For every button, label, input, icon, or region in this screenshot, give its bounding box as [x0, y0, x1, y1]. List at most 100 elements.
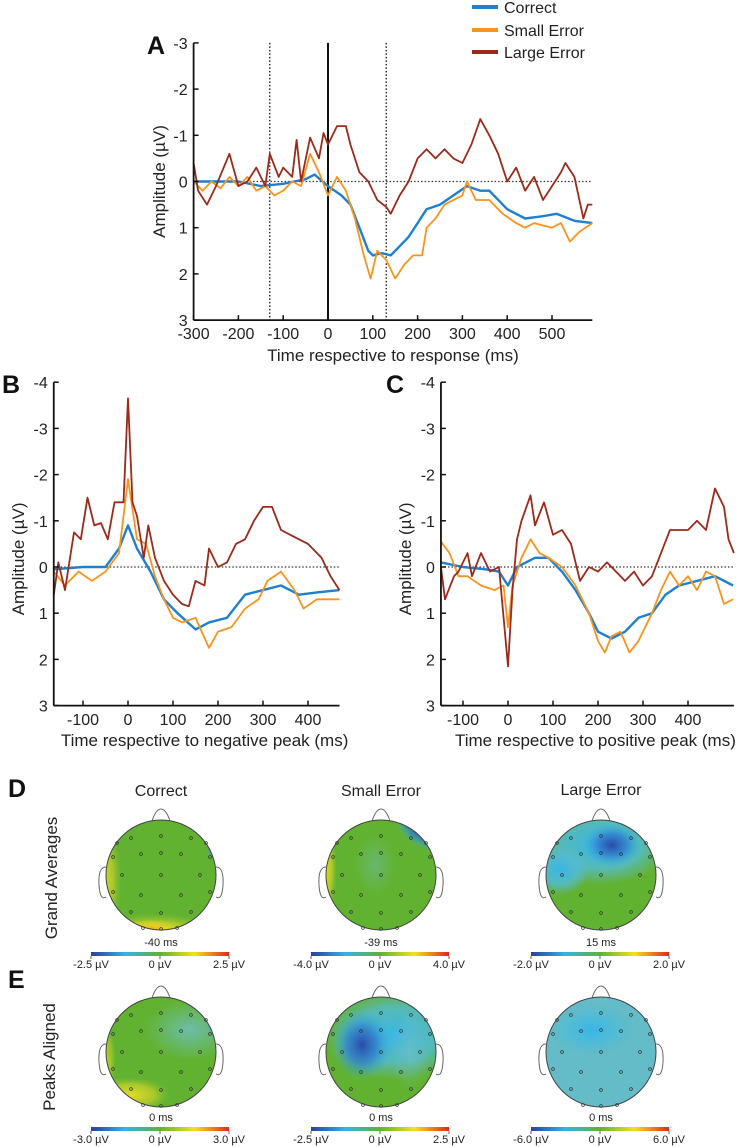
head-e-large-error — [538, 985, 664, 1108]
y-tick-label-a: -1 — [173, 128, 187, 145]
head-outline — [325, 996, 437, 1108]
electrode-marker — [418, 1050, 422, 1054]
legend-label-small-error: Small Error — [504, 23, 585, 40]
electrode-marker — [349, 1087, 353, 1091]
electrode-marker — [379, 851, 383, 855]
colorbar-label-e-small-error: -2.5 µV — [293, 1134, 329, 1146]
electrode-marker — [189, 1087, 193, 1091]
electrode-marker — [204, 1018, 208, 1022]
ear-left-icon — [318, 1043, 327, 1076]
electrode-marker — [208, 1067, 212, 1071]
electrode-marker — [159, 1050, 163, 1054]
ear-left-icon — [98, 866, 107, 899]
electrode-marker — [120, 873, 124, 877]
legend-label-large-error: Large Error — [504, 45, 586, 62]
electrode-marker — [555, 1018, 559, 1022]
electrode-marker — [189, 1013, 193, 1017]
electrode-marker — [139, 893, 143, 897]
electrode-marker — [555, 841, 559, 845]
electrode-marker — [340, 873, 344, 877]
electrode-marker — [638, 873, 642, 877]
y-tick-label-c: -1 — [421, 514, 435, 531]
time-label-e-small-error: 0 ms — [369, 1112, 393, 1124]
series-line-c-large-error — [440, 487, 735, 668]
x-tick-label-a: 200 — [404, 326, 431, 343]
electrode-marker — [159, 927, 163, 931]
x-tick-label-c: 200 — [585, 712, 612, 729]
x-tick-label-b: 300 — [250, 712, 277, 729]
series-line-c-small-error — [440, 538, 734, 654]
electrode-marker — [159, 1104, 163, 1108]
x-tick-label-c: 400 — [675, 712, 702, 729]
colorbar-label-d-correct: 0 µV — [149, 959, 173, 971]
electrode-marker — [335, 1018, 339, 1022]
electrode-marker — [579, 1029, 583, 1033]
electrode-marker — [551, 890, 555, 894]
colorbar-d-small-error — [311, 952, 449, 956]
head-d-correct — [98, 808, 224, 931]
chart-panel-c: -4 -3 -2 -1 0 1 2 3 -100 0 100 200 300 400 Time respec… — [396, 375, 736, 750]
colorbar-label-e-small-error: 0 µV — [369, 1134, 393, 1146]
time-label-d-large-error: 15 ms — [586, 937, 616, 949]
head-outline — [545, 996, 657, 1108]
electrode-marker — [111, 1067, 115, 1071]
colorbar-label-d-small-error: 0 µV — [369, 959, 393, 971]
ear-right-icon — [215, 866, 224, 899]
y-tick-label-c: -2 — [421, 468, 435, 485]
nose-icon — [371, 985, 391, 999]
electrode-marker — [418, 873, 422, 877]
colorbar-e-correct — [91, 1127, 229, 1131]
head-d-small-error — [318, 808, 444, 931]
electrode-marker — [198, 1050, 202, 1054]
electrode-marker — [189, 910, 193, 914]
x-axis-label-a: Time respective to response (ms) — [267, 346, 519, 365]
electrode-marker — [648, 1032, 652, 1036]
electrode-marker — [379, 1050, 383, 1054]
electrode-marker — [560, 1050, 564, 1054]
electrode-marker — [581, 926, 585, 930]
colorbar-label-d-small-error: 4.0 µV — [433, 959, 466, 971]
electrode-marker — [141, 926, 145, 930]
electrode-marker — [159, 1028, 163, 1032]
electrode-marker — [359, 893, 363, 897]
electrode-marker — [129, 836, 133, 840]
electrode-marker — [648, 855, 652, 859]
y-tick-label-c: -4 — [421, 375, 435, 392]
head-e-correct — [98, 985, 224, 1108]
row-label-grand-averages: Grand Averages — [42, 817, 61, 940]
time-label-d-small-error: -39 ms — [364, 937, 398, 949]
head-outline — [105, 996, 217, 1108]
electrode-marker — [111, 890, 115, 894]
electrode-marker — [208, 890, 212, 894]
electrode-marker — [409, 1013, 413, 1017]
x-tick-label-a: -100 — [267, 326, 299, 343]
electrode-marker — [424, 841, 428, 845]
electrode-marker — [349, 836, 353, 840]
electrode-marker — [648, 890, 652, 894]
ear-right-icon — [215, 1043, 224, 1076]
x-tick-label-a: -200 — [222, 326, 254, 343]
electrode-marker — [379, 834, 383, 838]
electrode-marker — [379, 873, 383, 877]
electrode-marker — [179, 1070, 183, 1074]
time-label-d-correct: -40 ms — [144, 937, 178, 949]
y-tick-label-c: -3 — [421, 421, 435, 438]
column-title-large-error: Large Error — [561, 782, 643, 799]
electrode-marker — [359, 852, 363, 856]
column-title-correct: Correct — [135, 783, 188, 800]
ear-left-icon — [318, 866, 327, 899]
panel-label-b: B — [2, 371, 20, 399]
y-axis-label-c: Amplitude (µV) — [396, 503, 415, 616]
ear-left-icon — [538, 1043, 547, 1076]
electrode-marker — [599, 1104, 603, 1108]
x-tick-label-a: 500 — [539, 326, 566, 343]
y-tick-label-a: -2 — [173, 82, 187, 99]
y-tick-label-b: -1 — [34, 514, 48, 531]
electrode-marker — [159, 851, 163, 855]
electrode-marker — [331, 890, 335, 894]
electrode-marker — [560, 873, 564, 877]
nose-icon — [371, 808, 391, 822]
y-tick-label-b: 2 — [39, 652, 48, 669]
electrode-marker — [331, 1067, 335, 1071]
colorbar-label-e-correct: 3.0 µV — [213, 1134, 246, 1146]
